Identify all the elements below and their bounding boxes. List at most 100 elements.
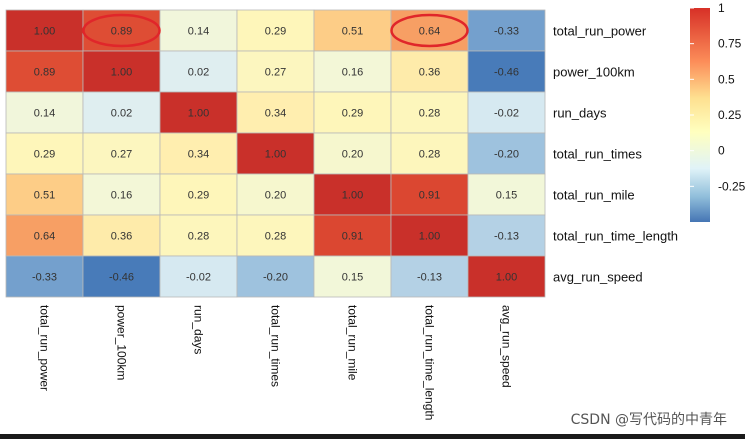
heatmap-cell-0-3	[236, 9, 315, 52]
cell-value-6-0: -0.33	[32, 272, 57, 284]
heatmap-cell-1-4	[313, 50, 392, 93]
cell-value-4-1: 0.16	[111, 190, 132, 202]
cell-value-2-3: 0.34	[265, 108, 286, 120]
col-label-total_run_power: total_run_power	[38, 305, 52, 391]
cell-value-6-4: 0.15	[342, 272, 363, 284]
heatmap-cell-6-4	[313, 255, 392, 298]
cell-value-0-3: 0.29	[265, 26, 286, 38]
cell-value-3-5: 0.28	[419, 149, 440, 161]
cell-value-2-6: -0.02	[494, 108, 519, 120]
legend-color-bar	[690, 8, 710, 222]
heatmap-cell-0-2	[159, 9, 238, 52]
cell-value-3-1: 0.27	[111, 149, 132, 161]
bottom-divider	[0, 434, 745, 439]
legend-tick-label-0: 1	[718, 1, 725, 15]
cell-value-2-0: 0.14	[34, 108, 55, 120]
highlight-circle-1	[390, 13, 469, 48]
heatmap-cell-0-1	[82, 9, 161, 52]
heatmap-cell-2-4	[313, 91, 392, 134]
cell-value-6-6: 1.00	[496, 272, 517, 284]
cell-value-6-2: -0.02	[186, 272, 211, 284]
heatmap-cell-2-1	[82, 91, 161, 134]
heatmap-cell-5-0	[5, 214, 84, 257]
cell-value-2-4: 0.29	[342, 108, 363, 120]
cell-value-0-4: 0.51	[342, 26, 363, 38]
heatmap-cell-1-6	[467, 50, 546, 93]
cell-value-1-4: 0.16	[342, 67, 363, 79]
heatmap-cell-5-1	[82, 214, 161, 257]
cell-value-6-5: -0.13	[417, 272, 442, 284]
cell-value-4-3: 0.20	[265, 190, 286, 202]
cell-value-2-5: 0.28	[419, 108, 440, 120]
heatmap-cell-3-3	[236, 132, 315, 175]
cell-value-4-2: 0.29	[188, 190, 209, 202]
cell-value-5-4: 0.91	[342, 231, 363, 243]
cell-value-0-1: 0.89	[111, 26, 132, 38]
col-label-avg_run_speed: avg_run_speed	[500, 305, 514, 388]
cell-value-1-1: 1.00	[111, 67, 132, 79]
cell-value-1-6: -0.46	[494, 67, 519, 79]
cell-value-2-1: 0.02	[111, 108, 132, 120]
heatmap-cell-6-3	[236, 255, 315, 298]
cell-value-6-3: -0.20	[263, 272, 288, 284]
heatmap-cell-6-5	[390, 255, 469, 298]
cell-value-4-4: 1.00	[342, 190, 363, 202]
cell-value-3-6: -0.20	[494, 149, 519, 161]
cell-value-2-2: 1.00	[188, 108, 209, 120]
col-label-total_run_mile: total_run_mile	[346, 305, 360, 381]
cell-value-5-5: 1.00	[419, 231, 440, 243]
cell-value-3-2: 0.34	[188, 149, 209, 161]
heatmap-cell-6-6	[467, 255, 546, 298]
cell-value-4-5: 0.91	[419, 190, 440, 202]
cell-value-4-6: 0.15	[496, 190, 517, 202]
col-label-power_100km: power_100km	[115, 305, 129, 380]
heatmap-cell-0-5	[390, 9, 469, 52]
heatmap-cell-2-2	[159, 91, 238, 134]
heatmap-cell-5-2	[159, 214, 238, 257]
row-label-total_run_mile: total_run_mile	[553, 188, 635, 203]
highlight-circle-0	[82, 13, 161, 48]
cell-value-1-5: 0.36	[419, 67, 440, 79]
heatmap-cell-3-0	[5, 132, 84, 175]
legend-tick-label-3: 0.25	[718, 108, 742, 122]
cell-value-1-3: 0.27	[265, 67, 286, 79]
cell-value-5-0: 0.64	[34, 231, 55, 243]
heatmap-cell-4-0	[5, 173, 84, 216]
heatmap-cell-5-4	[313, 214, 392, 257]
watermark-text: CSDN @写代码的中青年	[570, 412, 727, 428]
row-label-total_run_times: total_run_times	[553, 147, 642, 162]
heatmap-cell-1-0	[5, 50, 84, 93]
heatmap-cell-4-2	[159, 173, 238, 216]
heatmap-cell-6-0	[5, 255, 84, 298]
cell-value-5-6: -0.13	[494, 231, 519, 243]
heatmap-cell-5-6	[467, 214, 546, 257]
cell-value-0-2: 0.14	[188, 26, 209, 38]
cell-value-3-4: 0.20	[342, 149, 363, 161]
row-label-total_run_power: total_run_power	[553, 24, 647, 39]
legend-tick-label-1: 0.75	[718, 37, 742, 51]
col-label-total_run_times: total_run_times	[269, 305, 283, 387]
legend-tick-label-5: -0.25	[718, 179, 745, 193]
color-legend: 1 0.75 0.5 0.25 0 -0.25	[690, 1, 745, 222]
heatmap-cell-5-3	[236, 214, 315, 257]
cell-value-1-0: 0.89	[34, 67, 55, 79]
heatmap-cell-2-5	[390, 91, 469, 134]
row-label-run_days: run_days	[553, 106, 607, 121]
cell-value-5-3: 0.28	[265, 231, 286, 243]
cell-value-4-0: 0.51	[34, 190, 55, 202]
legend-tick-label-4: 0	[718, 144, 725, 158]
cell-value-3-0: 0.29	[34, 149, 55, 161]
cell-value-3-3: 1.00	[265, 149, 286, 161]
heatmap-cell-0-0	[5, 9, 84, 52]
cell-value-0-5: 0.64	[419, 26, 440, 38]
heatmap-cell-3-5	[390, 132, 469, 175]
heatmap-cell-3-1	[82, 132, 161, 175]
row-label-power_100km: power_100km	[553, 65, 635, 80]
heatmap-cell-6-2	[159, 255, 238, 298]
cell-value-5-1: 0.36	[111, 231, 132, 243]
cell-value-1-2: 0.02	[188, 67, 209, 79]
heatmap-cell-1-2	[159, 50, 238, 93]
row-label-avg_run_speed: avg_run_speed	[553, 270, 643, 285]
cell-value-0-6: -0.33	[494, 26, 519, 38]
heatmap-cell-2-6	[467, 91, 546, 134]
